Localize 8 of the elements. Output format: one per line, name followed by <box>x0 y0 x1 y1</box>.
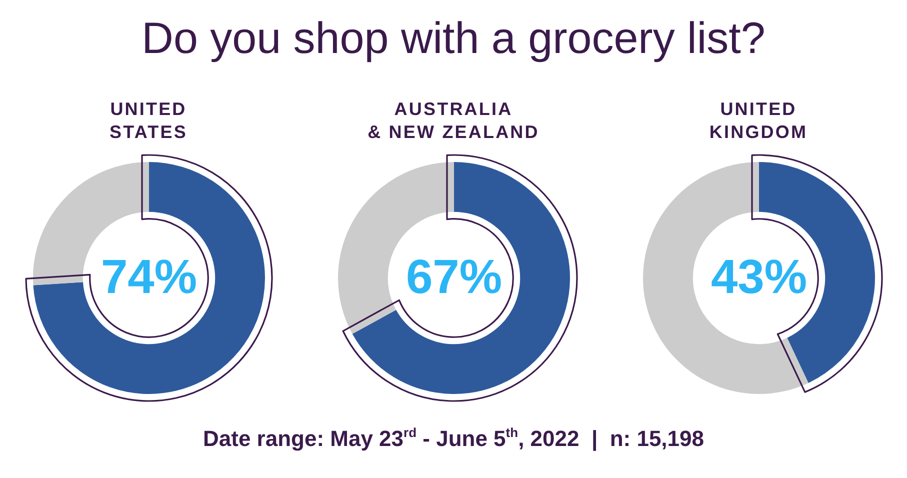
text: Date range: May 23$^{rd}$ - June 5$^{th}$, 2022 | n: 15,198 <box>202 424 705 453</box>
chart-title: UNITED STATES <box>108 98 188 144</box>
data-label: 74% <box>100 251 197 304</box>
text: Do you shop with a grocery list? <box>140 13 766 65</box>
chart-title: UNITED KINGDOM <box>708 98 809 144</box>
data-label: 43% <box>710 251 807 304</box>
chart-title: AUSTRALIA & NEW ZEALAND <box>366 98 540 144</box>
data-label: 67% <box>405 251 502 304</box>
